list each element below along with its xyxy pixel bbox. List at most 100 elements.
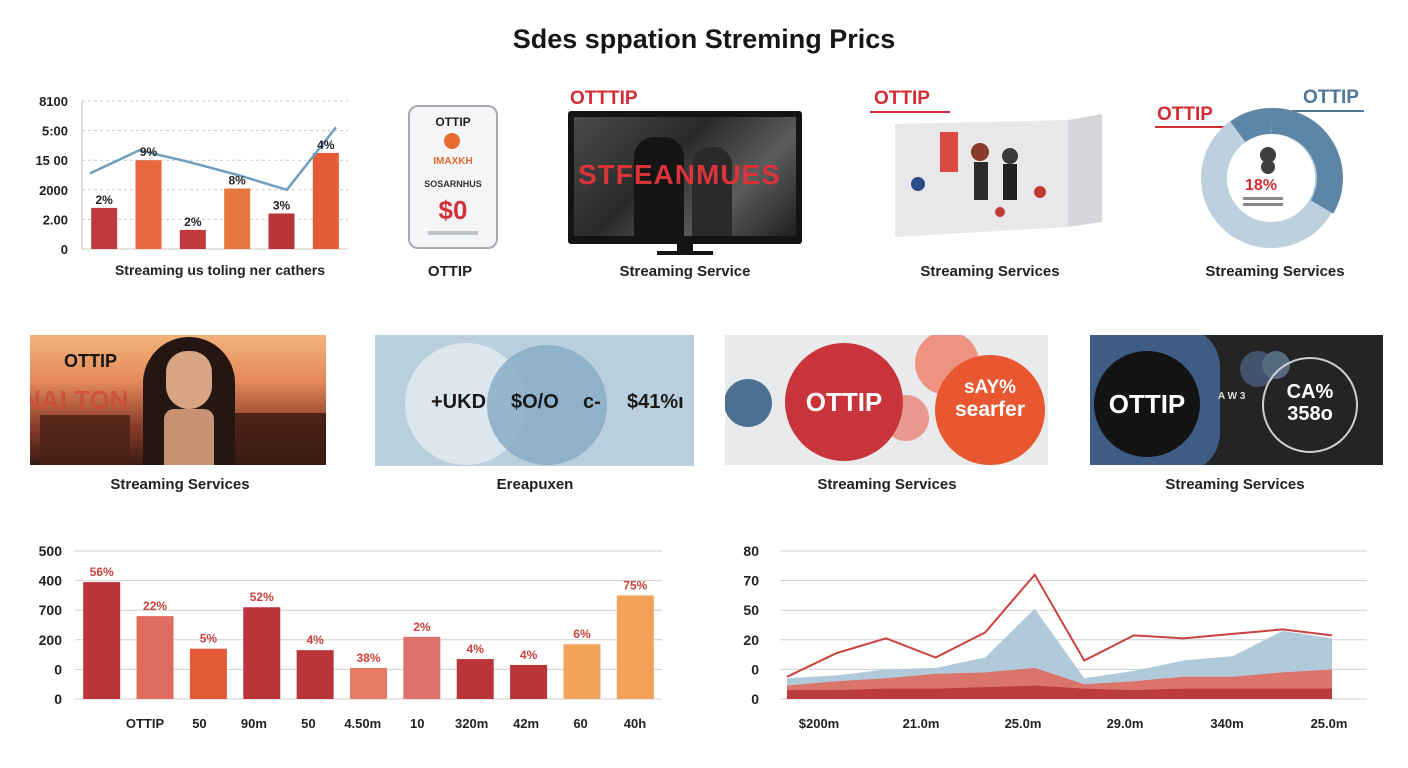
bar xyxy=(350,667,387,699)
billboard-rule xyxy=(870,111,950,113)
x-tick-label: 4.50m xyxy=(344,716,381,731)
x-tick-label: 25.0m xyxy=(1005,716,1042,731)
dark-circle xyxy=(1094,351,1200,457)
y-tick-label: 0 xyxy=(751,661,759,677)
phone-line2: SOSARNHUS xyxy=(424,179,482,189)
top-bar-chart-caption: Streaming us toling ner cathers xyxy=(114,262,326,278)
x-tick-label: 29.0m xyxy=(1107,716,1144,731)
bar xyxy=(312,152,339,249)
donut-chart: 18% xyxy=(1201,107,1343,248)
data-label: 4% xyxy=(306,633,324,647)
bubble-orange-label-1: sAY% xyxy=(963,377,1017,398)
dark-small-text: A W 3 xyxy=(1218,391,1246,402)
bubble-main xyxy=(785,343,903,461)
y-tick-label: 8100 xyxy=(39,94,68,109)
donut-brand-red: OTTIP xyxy=(1157,104,1213,125)
data-label: 2% xyxy=(413,620,431,634)
y-tick-label: 15 00 xyxy=(35,153,68,168)
face xyxy=(166,351,212,409)
data-label: 2% xyxy=(95,193,113,207)
bar xyxy=(224,188,251,249)
billboard-brand: OTTIP xyxy=(874,88,930,109)
donut-percent: 18% xyxy=(1245,177,1277,194)
data-label: 4% xyxy=(520,648,538,662)
venn-text-2: $O/O xyxy=(511,391,559,413)
x-tick-label: 50 xyxy=(301,716,315,731)
venn-text-1: +UKD xyxy=(431,391,487,413)
y-tick-label: 0 xyxy=(54,691,62,707)
y-tick-label: 20 xyxy=(743,632,759,648)
x-tick-label: 25.0m xyxy=(1311,716,1348,731)
series-line xyxy=(786,572,1333,678)
data-label: 9% xyxy=(140,145,158,159)
y-tick-label: 0 xyxy=(751,691,759,707)
bubbles-caption: Streaming Services xyxy=(817,476,957,493)
data-label: 2% xyxy=(184,215,202,229)
venn-text-3: c- xyxy=(583,391,601,413)
top-bar-chart: 8100 5:00 15 00 2000 2.00 0 2% 9% 2% 8% 3% 4% xyxy=(35,94,348,256)
donut-brand-blue: OTTIP xyxy=(1303,87,1359,108)
area-series xyxy=(787,685,1332,699)
photo-brand: OTTIP xyxy=(64,351,117,371)
bar xyxy=(563,644,601,699)
tv-frame: STFEANMUES xyxy=(568,111,802,244)
dark-main-label: OTTIP xyxy=(1108,389,1186,419)
y-tick-label: 500 xyxy=(39,543,63,559)
y-tick-label: 0 xyxy=(54,661,62,677)
x-tick-label: 90m xyxy=(241,716,267,731)
trend-line xyxy=(89,126,337,192)
x-tick-label: $200m xyxy=(799,716,839,731)
bar xyxy=(296,650,334,699)
tv-screen-text: STFEANMUES xyxy=(578,159,781,190)
dark-ring-label-1: CA% xyxy=(1286,381,1334,403)
dark-ring-label-2: 358o xyxy=(1287,403,1333,425)
tv-screen: STFEANMUES xyxy=(574,117,796,236)
y-tick-label: 80 xyxy=(743,543,759,559)
data-label: 52% xyxy=(250,590,274,604)
photo-bg-text: NAI TON xyxy=(30,385,129,415)
tv-brand: OTTTIP xyxy=(570,88,638,109)
data-label: 8% xyxy=(228,173,246,187)
bottom-bar-chart: 500 400 700 200 0 0 56% 22% 5% 52% 4% 38% 2% 4% 4% 6% 7… xyxy=(39,543,662,731)
x-tick-label: OTTIP xyxy=(126,716,165,731)
bar xyxy=(456,659,494,699)
data-label: 5% xyxy=(200,632,218,646)
data-label: 75% xyxy=(623,578,647,592)
figure-silhouette xyxy=(634,137,684,236)
tv-base xyxy=(657,251,713,255)
y-tick-label: 2000 xyxy=(39,183,68,198)
tv-caption: Streaming Service xyxy=(619,263,751,280)
y-tick-label: 200 xyxy=(39,632,63,648)
venn-text-4: $41%ı xyxy=(627,391,684,413)
bottom-area-chart: 80 70 50 20 0 0 $200m 21.0m 25.0m 29.0m 340m 25.0m xyxy=(743,543,1367,731)
billboard-panel xyxy=(895,114,1102,237)
data-label: 6% xyxy=(573,627,591,641)
y-tick-label: 400 xyxy=(39,573,63,589)
bar xyxy=(268,213,295,249)
bar xyxy=(136,616,174,699)
dark-ring xyxy=(1262,357,1358,453)
bubble-blue xyxy=(725,379,772,427)
donut-rule-red xyxy=(1155,126,1225,128)
bar xyxy=(403,636,441,699)
bar xyxy=(616,595,654,699)
x-tick-label: 21.0m xyxy=(903,716,940,731)
photo-caption: Streaming Services xyxy=(110,476,250,493)
y-tick-label: 5:00 xyxy=(42,124,68,139)
phone-bar xyxy=(428,231,478,235)
venn-panel: +UKD $O/O c- $41%ı xyxy=(375,335,694,466)
bubble-orange xyxy=(935,355,1045,465)
phone-price: $0 xyxy=(438,195,468,225)
donut-caption: Streaming Services xyxy=(1205,263,1345,280)
bar xyxy=(135,160,162,249)
dark-caption: Streaming Services xyxy=(1165,476,1305,493)
data-label: 38% xyxy=(356,651,380,665)
bar xyxy=(83,582,121,699)
y-tick-label: 0 xyxy=(61,242,68,256)
bar xyxy=(91,207,118,249)
phone-line1: IMAXKH xyxy=(433,156,473,167)
tv-stand xyxy=(677,244,693,252)
billboard-caption: Streaming Services xyxy=(920,263,1060,280)
figure-silhouette xyxy=(692,147,732,236)
data-label: 4% xyxy=(317,138,335,152)
